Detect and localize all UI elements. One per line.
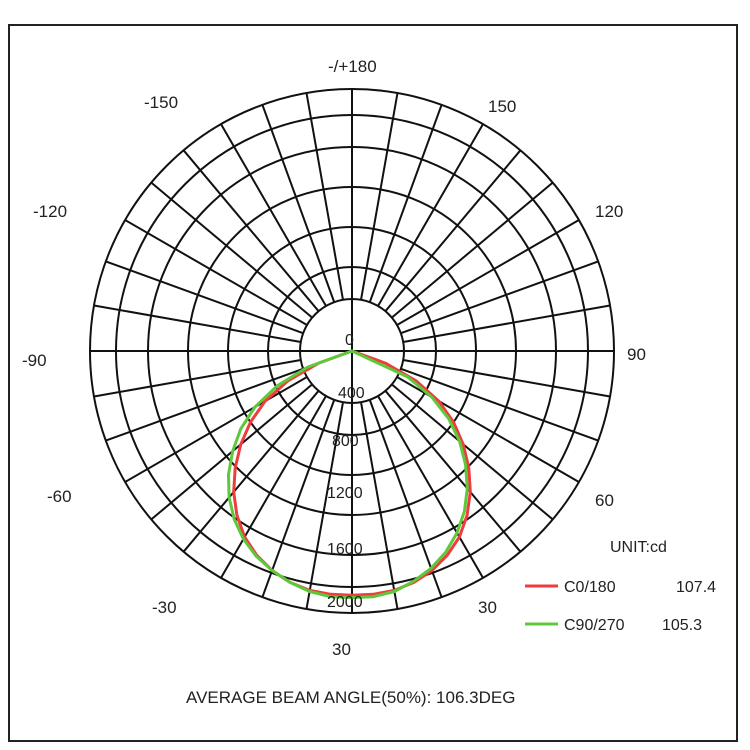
grid-spoke xyxy=(384,390,522,553)
grid-spoke xyxy=(105,367,304,442)
legend-label-c0-180: C0/180 xyxy=(564,579,616,596)
grid-spoke xyxy=(368,399,443,598)
grid-spoke xyxy=(93,304,301,343)
angle-label-left-120: -120 xyxy=(33,202,67,221)
grid-spoke xyxy=(400,367,599,442)
grid-spoke xyxy=(182,390,320,553)
curves xyxy=(227,349,472,600)
radial-label-1600: 1600 xyxy=(327,541,363,558)
angle-label-left-30: -30 xyxy=(152,598,177,617)
grid-spoke xyxy=(391,181,554,319)
grid-spoke xyxy=(124,219,308,326)
angle-label-bottom: 30 xyxy=(332,640,351,659)
radial-label-400: 400 xyxy=(338,385,365,402)
radial-label-2000: 2000 xyxy=(327,594,363,611)
angle-label-left-150: -150 xyxy=(144,93,178,112)
grid-spoke xyxy=(360,402,399,610)
grid-spoke xyxy=(305,402,344,610)
grid-spoke xyxy=(391,383,554,521)
angle-label-right-120: 120 xyxy=(595,202,623,221)
grid-spoke xyxy=(377,123,484,307)
grid-spoke xyxy=(220,395,327,579)
grid-spoke xyxy=(220,123,327,307)
grid-spoke xyxy=(403,304,611,343)
legend-value-c90-270: 105.3 xyxy=(662,617,702,634)
angle-label-right-60: 60 xyxy=(595,491,614,510)
grid-spoke xyxy=(261,104,336,303)
grid-spoke xyxy=(384,149,522,312)
grid-spoke xyxy=(261,399,336,598)
legend-value-c0-180: 107.4 xyxy=(676,579,716,596)
grid-spoke xyxy=(305,92,344,300)
radial-label-800: 800 xyxy=(332,433,359,450)
beam-angle-footer: AVERAGE BEAM ANGLE(50%): 106.3DEG xyxy=(186,688,515,707)
angle-label-top: -/+180 xyxy=(328,57,377,76)
polar-grid xyxy=(89,88,615,614)
unit-label: UNIT:cd xyxy=(610,539,667,556)
angle-label-right-30: 30 xyxy=(478,598,497,617)
legend-label-c90-270: C90/270 xyxy=(564,617,625,634)
grid-spoke xyxy=(368,104,443,303)
grid-spoke xyxy=(105,260,304,335)
grid-spoke xyxy=(182,149,320,312)
grid-spoke xyxy=(377,395,484,579)
angle-label-right-90: 90 xyxy=(627,345,646,364)
grid-spoke xyxy=(124,376,308,483)
angle-label-left-60: -60 xyxy=(47,487,72,506)
series-curve-c0-180 xyxy=(232,349,472,597)
radial-label-1200: 1200 xyxy=(327,485,363,502)
grid-spoke xyxy=(150,181,313,319)
radial-label-0: 0 xyxy=(345,332,354,349)
angle-label-right-150: 150 xyxy=(488,97,516,116)
angle-label-left-90: -90 xyxy=(22,351,47,370)
grid-spoke xyxy=(400,260,599,335)
grid-spoke xyxy=(93,359,301,398)
grid-spoke xyxy=(403,359,611,398)
chart-frame xyxy=(8,24,738,742)
grid-spoke xyxy=(396,219,580,326)
series-curve-c90-270 xyxy=(227,349,469,600)
grid-spoke xyxy=(360,92,399,300)
